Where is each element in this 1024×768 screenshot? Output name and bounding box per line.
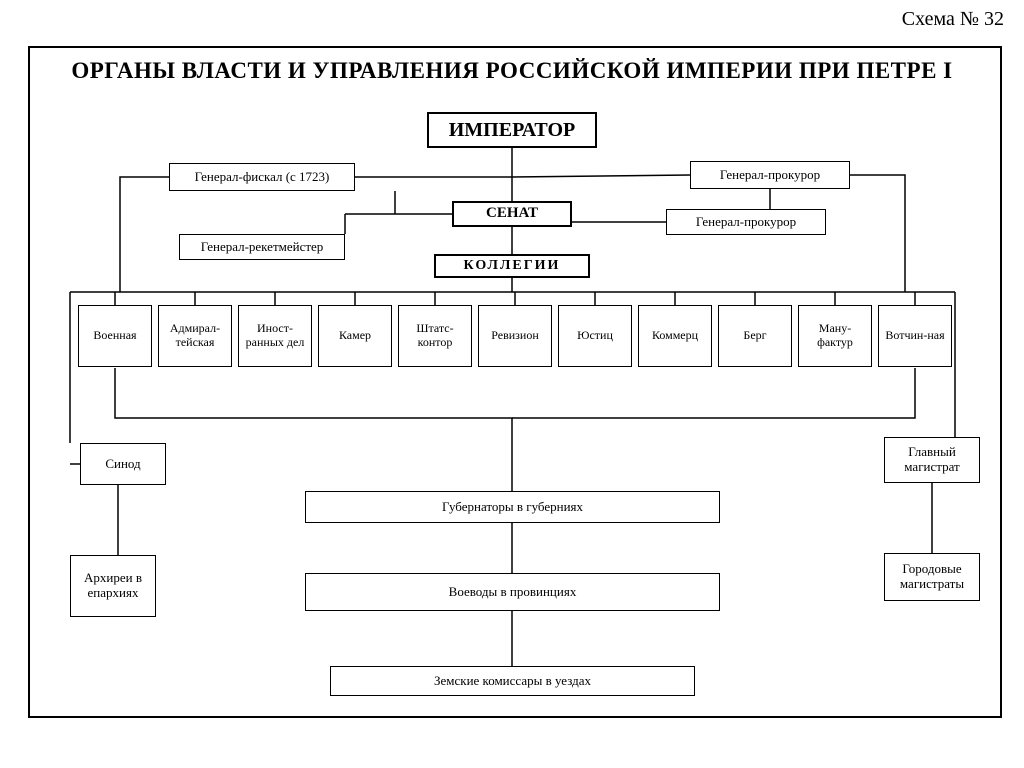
node-collegium-6: Юстиц: [558, 305, 632, 367]
node-city-magistrates: Городовые магистраты: [884, 553, 980, 601]
node-governors: Губернаторы в губерниях: [305, 491, 720, 523]
node-collegium-8: Берг: [718, 305, 792, 367]
node-synod: Синод: [80, 443, 166, 485]
node-collegium-4: Штатс-контор: [398, 305, 472, 367]
node-collegium-10: Вотчин-ная: [878, 305, 952, 367]
node-collegium-1: Адмирал-тейская: [158, 305, 232, 367]
node-collegia: КОЛЛЕГИИ: [434, 254, 590, 278]
node-collegium-2: Иност-ранных дел: [238, 305, 312, 367]
node-collegium-5: Ревизион: [478, 305, 552, 367]
node-general-fiskal: Генерал-фискал (с 1723): [169, 163, 355, 191]
node-general-prokuror-2: Генерал-прокурор: [666, 209, 826, 235]
node-zemskie: Земские комиссары в уездах: [330, 666, 695, 696]
node-collegium-9: Ману-фактур: [798, 305, 872, 367]
node-senate: СЕНАТ: [452, 201, 572, 227]
node-general-prokuror-1: Генерал-прокурор: [690, 161, 850, 189]
diagram-title: ОРГАНЫ ВЛАСТИ И УПРАВЛЕНИЯ РОССИЙСКОЙ ИМ…: [0, 58, 1024, 84]
node-voevody: Воеводы в провинциях: [305, 573, 720, 611]
node-emperor: ИМПЕРАТОР: [427, 112, 597, 148]
node-archierei: Архиреи в епархиях: [70, 555, 156, 617]
node-general-reketmeister: Генерал-рекетмейстер: [179, 234, 345, 260]
scheme-number: Схема № 32: [902, 8, 1004, 31]
node-main-magistrate: Главный магистрат: [884, 437, 980, 483]
node-collegium-0: Военная: [78, 305, 152, 367]
node-collegium-7: Коммерц: [638, 305, 712, 367]
node-collegium-3: Камер: [318, 305, 392, 367]
